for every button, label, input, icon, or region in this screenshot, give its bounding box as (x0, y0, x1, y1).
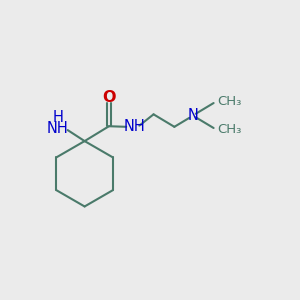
Text: N: N (188, 108, 198, 123)
Text: CH₃: CH₃ (217, 95, 242, 108)
Text: NH: NH (123, 119, 145, 134)
Text: NH: NH (47, 121, 69, 136)
Text: H: H (52, 110, 63, 125)
Text: CH₃: CH₃ (217, 123, 242, 136)
Text: O: O (102, 90, 116, 105)
